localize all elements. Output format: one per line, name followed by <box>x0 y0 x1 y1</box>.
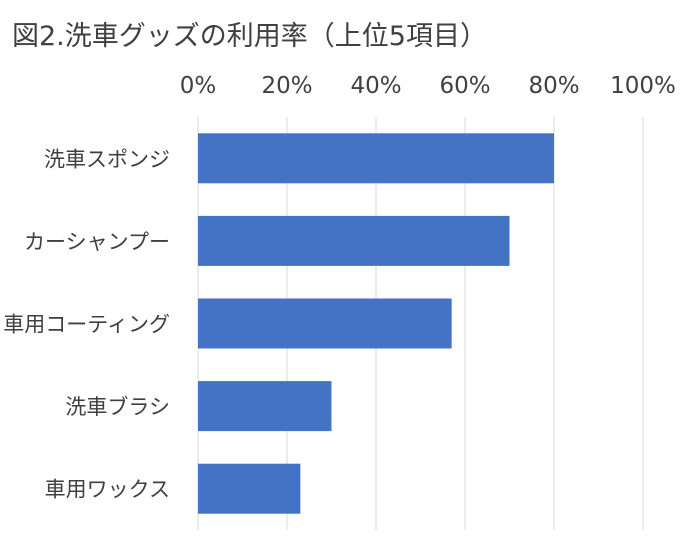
category-label: カーシャンプー <box>24 230 170 254</box>
bar <box>198 381 332 432</box>
category-label: 洗車ブラシ <box>65 395 170 419</box>
x-tick-label: 0% <box>180 73 217 99</box>
bar <box>198 133 554 184</box>
category-label: 車用コーティング <box>3 313 170 337</box>
chart-title: 図2.洗車グッズの利用率（上位5項目） <box>12 21 487 52</box>
x-tick-label: 20% <box>261 73 312 99</box>
bar <box>198 463 301 514</box>
bar <box>198 298 452 349</box>
category-label: 車用ワックス <box>45 478 170 502</box>
bar <box>198 215 510 266</box>
category-label: 洗車スポンジ <box>44 147 170 171</box>
x-tick-label: 80% <box>528 73 579 99</box>
x-tick-label: 100% <box>610 73 676 99</box>
x-tick-label: 60% <box>439 73 490 99</box>
x-tick-label: 40% <box>350 73 401 99</box>
